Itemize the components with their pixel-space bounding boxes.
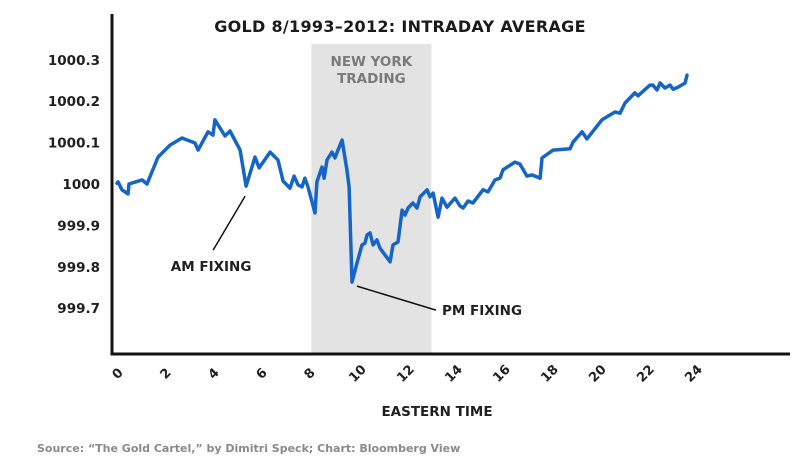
y-tick-label: 999.7 [57, 301, 100, 317]
x-tick-label: 0 [110, 366, 127, 383]
x-tick-label: 4 [206, 366, 223, 383]
x-tick-label: 14 [442, 362, 465, 385]
x-axis-ticks: 0 2 4 6 8 10 12 14 16 18 20 22 24 [110, 362, 706, 385]
pm-fixing-leader-line [356, 285, 437, 311]
y-tick-label: 1000 [62, 177, 100, 193]
x-tick-label: 6 [254, 366, 271, 383]
y-tick-label: 1000.1 [48, 136, 100, 152]
x-tick-label: 8 [302, 366, 319, 383]
x-tick-label: 20 [586, 362, 609, 385]
y-tick-label: 1000.2 [48, 94, 100, 110]
pm-fixing-label: PM FIXING [442, 303, 522, 319]
x-tick-label: 16 [490, 362, 513, 385]
x-tick-label: 18 [538, 362, 561, 385]
x-tick-label: 2 [158, 366, 175, 383]
x-tick-label: 10 [346, 362, 369, 385]
band-label-line-1: NEW YORK [331, 54, 413, 70]
x-axis-label: EASTERN TIME [381, 404, 492, 420]
x-tick-label: 22 [634, 362, 657, 385]
am-fixing-label: AM FIXING [171, 259, 252, 275]
x-tick-label: 24 [682, 362, 705, 385]
chart-title: GOLD 8/1993–2012: INTRADAY AVERAGE [214, 17, 586, 36]
source-note: Source: “The Gold Cartel,” by Dimitri Sp… [37, 442, 460, 455]
gold-price-line [115, 73, 689, 284]
new-york-trading-band [311, 44, 432, 353]
band-label-line-2: TRADING [337, 71, 406, 87]
x-tick-label: 12 [394, 362, 417, 385]
y-tick-label: 1000.3 [48, 53, 100, 69]
y-tick-label: 999.8 [57, 260, 100, 276]
am-fixing-leader-line [212, 195, 246, 251]
y-tick-label: 999.9 [57, 218, 100, 234]
y-axis-ticks: 1000.3 1000.2 1000.1 1000 999.9 999.8 999.7 [48, 53, 100, 317]
